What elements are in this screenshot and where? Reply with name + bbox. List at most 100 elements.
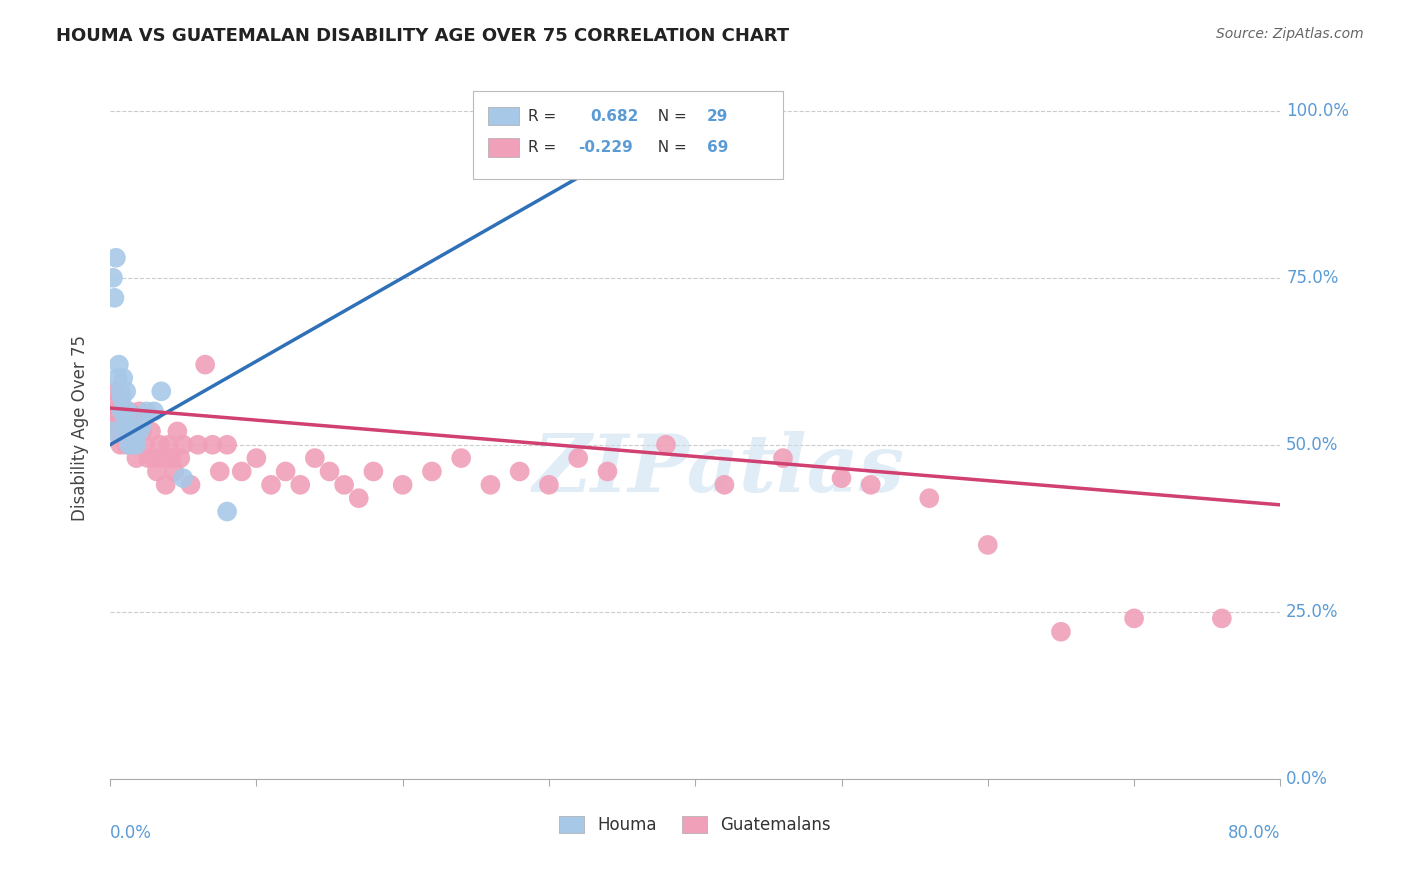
Point: [149, 438, 172, 452]
Point: [111, 391, 134, 405]
Point: [194, 358, 217, 372]
Point: [134, 438, 156, 452]
Point: [143, 451, 166, 466]
Point: [101, 391, 124, 405]
Point: [100, 425, 122, 439]
Point: [1050, 624, 1073, 639]
Point: [157, 438, 180, 452]
Text: -0.229: -0.229: [578, 140, 633, 155]
Point: [128, 404, 150, 418]
Point: [115, 438, 138, 452]
Point: [772, 451, 794, 466]
Point: [537, 478, 560, 492]
Point: [121, 438, 143, 452]
Point: [110, 438, 132, 452]
Point: [104, 251, 127, 265]
Legend: Houma, Guatemalans: Houma, Guatemalans: [553, 809, 838, 840]
Text: 100.0%: 100.0%: [1286, 102, 1350, 120]
Point: [146, 465, 169, 479]
Point: [118, 417, 141, 432]
Point: [152, 451, 174, 466]
Text: ZIPatlas: ZIPatlas: [533, 432, 904, 508]
Point: [655, 438, 678, 452]
Text: 29: 29: [707, 109, 728, 123]
Point: [131, 425, 153, 439]
Point: [110, 384, 132, 399]
Point: [105, 371, 128, 385]
FancyBboxPatch shape: [472, 92, 783, 179]
Y-axis label: Disability Age Over 75: Disability Age Over 75: [72, 335, 89, 521]
Point: [859, 478, 882, 492]
Point: [1123, 611, 1146, 625]
Point: [105, 425, 128, 439]
Point: [363, 465, 385, 479]
Point: [567, 451, 589, 466]
Point: [108, 358, 131, 372]
Point: [112, 425, 135, 439]
Point: [180, 478, 202, 492]
Point: [187, 438, 209, 452]
Point: [172, 471, 194, 485]
Point: [333, 478, 356, 492]
Point: [111, 398, 134, 412]
Point: [114, 417, 136, 432]
Point: [918, 491, 941, 505]
Point: [127, 425, 149, 439]
Point: [101, 270, 124, 285]
Point: [103, 291, 125, 305]
Point: [831, 471, 853, 485]
Point: [713, 478, 735, 492]
Point: [274, 465, 297, 479]
Point: [509, 465, 531, 479]
FancyBboxPatch shape: [488, 138, 519, 157]
Point: [124, 425, 146, 439]
Text: 25.0%: 25.0%: [1286, 603, 1339, 621]
Point: [125, 451, 148, 466]
Point: [977, 538, 1000, 552]
Text: N =: N =: [648, 140, 692, 155]
Text: 50.0%: 50.0%: [1286, 436, 1339, 454]
Point: [117, 404, 139, 418]
Text: Source: ZipAtlas.com: Source: ZipAtlas.com: [1216, 27, 1364, 41]
Text: R =: R =: [527, 109, 565, 123]
Point: [420, 465, 443, 479]
Text: N =: N =: [648, 109, 692, 123]
Point: [201, 438, 224, 452]
Point: [347, 491, 370, 505]
Point: [118, 438, 141, 452]
Text: 0.682: 0.682: [591, 109, 638, 123]
Point: [391, 478, 413, 492]
Point: [125, 438, 148, 452]
Point: [318, 465, 340, 479]
Point: [450, 451, 472, 466]
Point: [108, 411, 131, 425]
Point: [231, 465, 253, 479]
Point: [122, 438, 145, 452]
FancyBboxPatch shape: [488, 107, 519, 125]
Point: [155, 478, 177, 492]
Point: [150, 384, 173, 399]
Text: 0.0%: 0.0%: [110, 824, 152, 842]
Point: [245, 451, 267, 466]
Point: [111, 404, 134, 418]
Text: R =: R =: [527, 140, 561, 155]
Point: [115, 384, 138, 399]
Point: [1211, 611, 1233, 625]
Point: [479, 478, 502, 492]
Point: [103, 411, 125, 425]
Point: [217, 438, 239, 452]
Point: [118, 404, 141, 418]
Point: [131, 417, 153, 432]
Text: HOUMA VS GUATEMALAN DISABILITY AGE OVER 75 CORRELATION CHART: HOUMA VS GUATEMALAN DISABILITY AGE OVER …: [56, 27, 789, 45]
Point: [217, 504, 239, 518]
Point: [114, 411, 136, 425]
Point: [139, 425, 162, 439]
Point: [136, 451, 159, 466]
Point: [135, 404, 157, 418]
Point: [128, 425, 150, 439]
Point: [290, 478, 312, 492]
Text: 75.0%: 75.0%: [1286, 268, 1339, 287]
Point: [172, 438, 194, 452]
Point: [260, 478, 283, 492]
Text: 0.0%: 0.0%: [1286, 770, 1329, 788]
